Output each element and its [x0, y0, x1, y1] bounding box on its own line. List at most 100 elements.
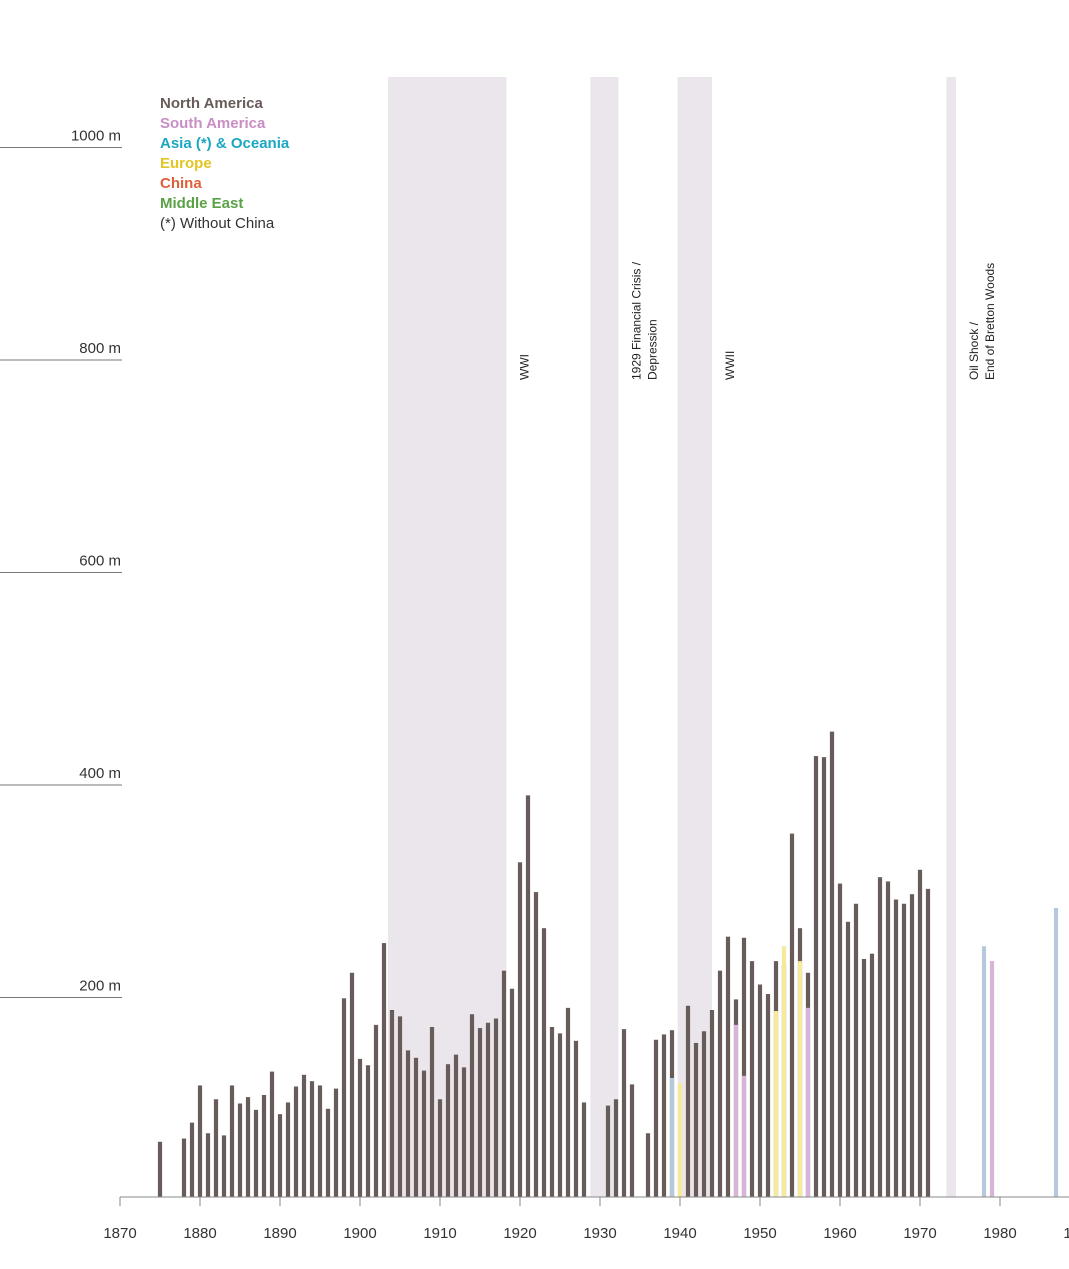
bar-na [357, 1058, 363, 1197]
bar-na [925, 888, 931, 1197]
bar-na [765, 994, 771, 1197]
y-axis: 200 m 400 m 600 m 800 m 1000 m [0, 128, 122, 998]
bar-na [245, 1097, 251, 1197]
bar-na [701, 1031, 707, 1197]
legend-item-asia-oceania: Asia (*) & Oceania [160, 135, 290, 152]
bar-na [789, 833, 795, 1197]
bar-na [605, 1105, 611, 1197]
bar-na [485, 1022, 491, 1197]
bar-na [277, 1114, 283, 1197]
bar-as [1053, 908, 1059, 1197]
bar-na [717, 970, 723, 1197]
bar-eu [677, 1083, 683, 1197]
annotation-label: Oil Shock / [967, 321, 981, 380]
bar-sa [989, 961, 995, 1197]
legend: North America South America Asia (*) & O… [160, 94, 289, 234]
bar-na [189, 1122, 195, 1197]
bar-na [493, 1018, 499, 1197]
annotation-label: WWII [723, 351, 737, 380]
y-tick-label: 1000 m [71, 128, 121, 145]
bar-na [541, 928, 547, 1197]
bar-na [837, 883, 843, 1197]
bar-na [333, 1088, 339, 1197]
bars [157, 731, 1059, 1197]
bar-na [917, 869, 923, 1197]
bar-na [213, 1099, 219, 1197]
bar-na [749, 961, 755, 1197]
bar-na [453, 1054, 459, 1197]
bar-na [653, 1039, 659, 1197]
annotation-labels: WWI 1929 Financial Crisis / Depression WWII… [517, 261, 997, 380]
bar-na [757, 984, 763, 1197]
annotation-band [946, 77, 956, 1197]
bar-na [317, 1085, 323, 1197]
legend-item-middle-east: Middle East [160, 195, 244, 212]
bar-na [301, 1074, 307, 1197]
x-tick-label: 1880 [183, 1225, 216, 1242]
bar-na [477, 1028, 483, 1197]
x-tick-label: 1910 [423, 1225, 456, 1242]
annotation-label: End of Bretton Woods [983, 263, 997, 380]
annotation-band [677, 77, 712, 1197]
bar-na [613, 1099, 619, 1197]
bar-eu [781, 946, 787, 1197]
bar-na [397, 1016, 403, 1197]
bar-na [709, 1010, 715, 1197]
bar-na [205, 1133, 211, 1197]
y-tick-label: 600 m [79, 553, 121, 570]
bar-na [893, 899, 899, 1197]
bar-as [669, 1078, 675, 1197]
bar-na [685, 1005, 691, 1197]
bar-na [373, 1024, 379, 1197]
bar-eu [797, 961, 803, 1197]
x-tick-label: 1900 [343, 1225, 376, 1242]
legend-note: (*) Without China [160, 215, 275, 232]
bar-na [533, 892, 539, 1197]
y-tick-label: 800 m [79, 340, 121, 357]
bar-na [629, 1084, 635, 1197]
bar-na [885, 881, 891, 1197]
bar-na [293, 1086, 299, 1197]
bar-na [901, 903, 907, 1197]
bar-na [229, 1085, 235, 1197]
bar-na [693, 1042, 699, 1197]
bar-na [573, 1040, 579, 1197]
bar-na [221, 1135, 227, 1197]
bar-as [981, 946, 987, 1197]
bar-na [853, 903, 859, 1197]
bar-na [877, 877, 883, 1197]
bar-eu [773, 1011, 779, 1197]
bar-na [237, 1103, 243, 1197]
bar-na [821, 757, 827, 1197]
y-tick-label: 400 m [79, 765, 121, 782]
bar-sa [741, 1075, 747, 1197]
bar-na [813, 756, 819, 1197]
bar-na [309, 1081, 315, 1197]
annotation-band [388, 77, 507, 1197]
legend-item-europe: Europe [160, 155, 212, 172]
x-tick-label: 1970 [903, 1225, 936, 1242]
bar-na [269, 1071, 275, 1197]
bar-na [517, 862, 523, 1197]
bar-na [421, 1070, 427, 1197]
bar-na [645, 1133, 651, 1197]
bar-na [413, 1057, 419, 1197]
x-tick-label: 1940 [663, 1225, 696, 1242]
bar-na [181, 1138, 187, 1197]
annotation-label: WWI [517, 354, 531, 380]
bar-na [525, 795, 531, 1197]
bar-na [461, 1067, 467, 1197]
annotation-bands [388, 77, 956, 1197]
bar-na [405, 1050, 411, 1197]
bar-na [197, 1085, 203, 1197]
x-tick-label: 1930 [583, 1225, 616, 1242]
x-tick-label: 1870 [103, 1225, 136, 1242]
bar-na [365, 1065, 371, 1197]
bar-na [261, 1095, 267, 1197]
x-tick-label: 1920 [503, 1225, 536, 1242]
bar-na [909, 894, 915, 1197]
bar-na [325, 1108, 331, 1197]
bar-na [725, 936, 731, 1197]
bar-na [741, 937, 747, 1197]
